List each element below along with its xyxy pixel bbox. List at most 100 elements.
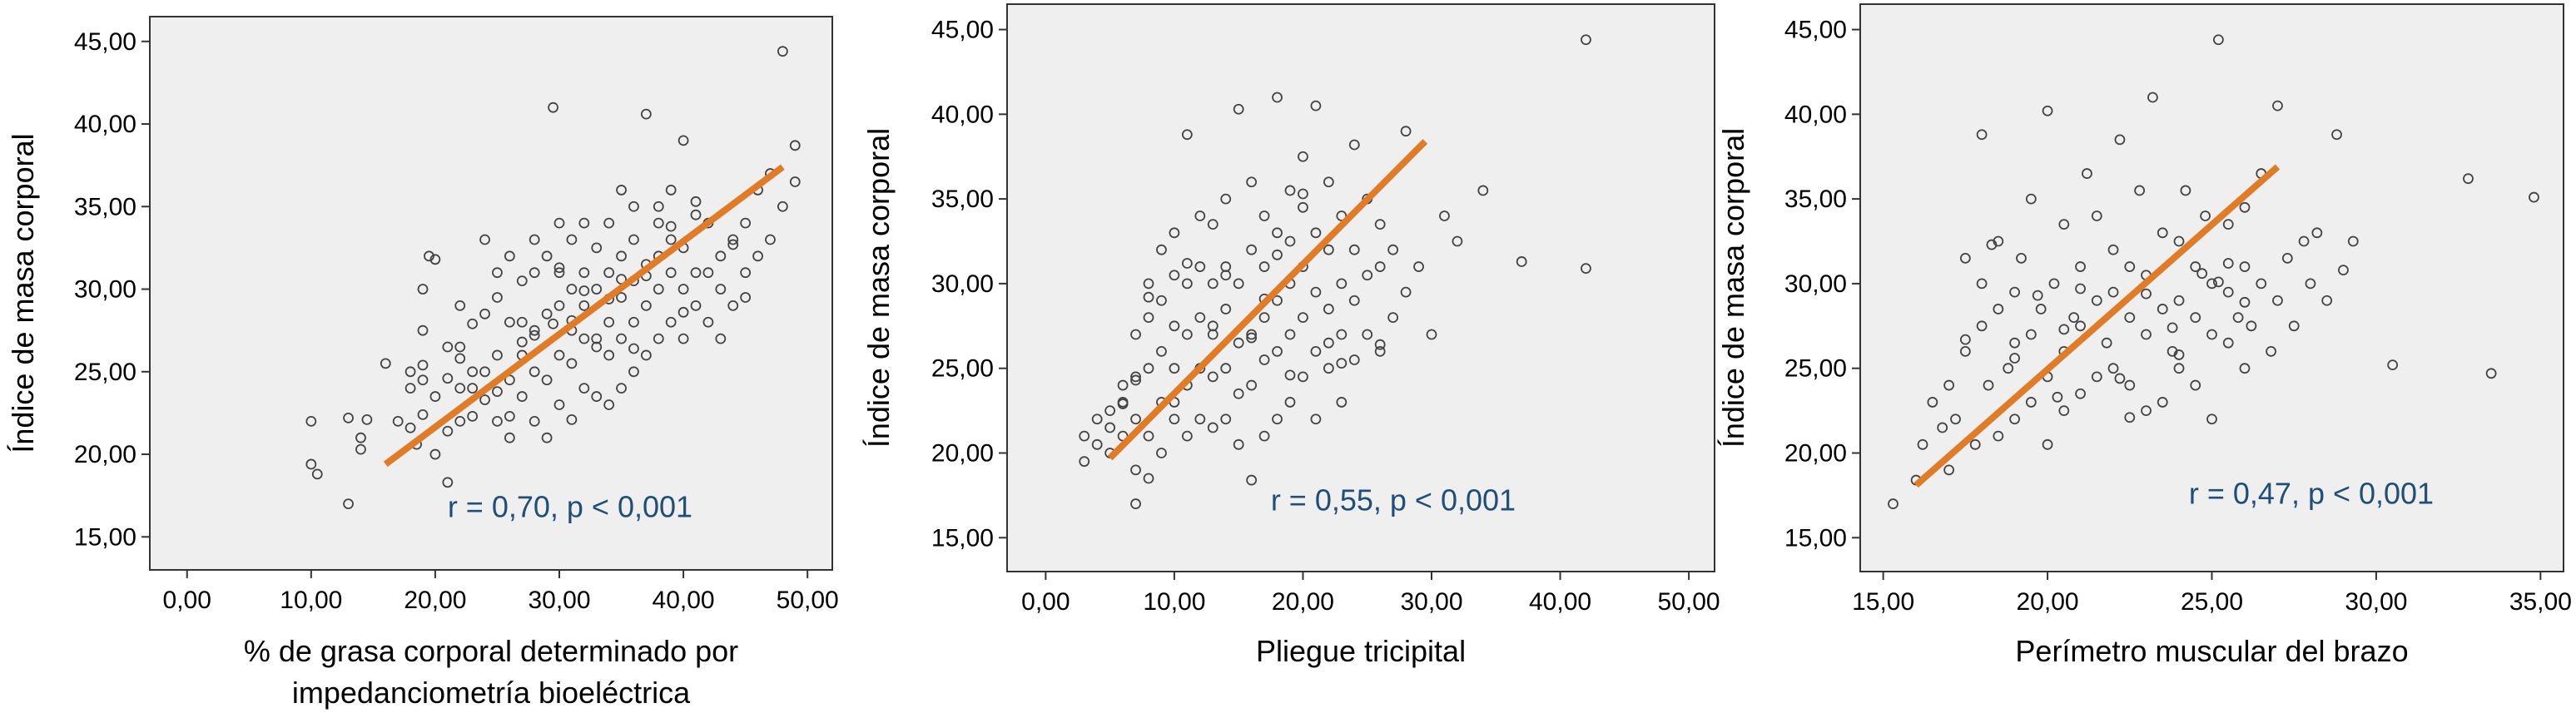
data-point <box>653 284 664 295</box>
data-point <box>2052 391 2063 403</box>
data-point <box>1426 329 1437 340</box>
data-point <box>616 250 627 262</box>
y-tick-label: 20,00 <box>931 439 994 467</box>
data-point <box>454 341 466 353</box>
data-point <box>2035 304 2047 314</box>
data-point <box>566 234 578 245</box>
data-point <box>417 374 429 386</box>
data-point <box>442 425 454 437</box>
data-point <box>429 254 441 265</box>
data-point <box>578 217 590 229</box>
y-tick-label: 25,00 <box>1784 355 1847 383</box>
data-point <box>1130 464 1141 476</box>
data-point <box>678 284 689 295</box>
data-point <box>1993 430 2004 442</box>
data-point <box>1169 320 1180 332</box>
data-point <box>442 477 454 488</box>
x-axis-label-line: impedanciometría bioeléctrica <box>292 676 691 710</box>
data-point <box>2157 227 2168 239</box>
data-point <box>2206 278 2217 290</box>
data-point <box>2190 261 2201 272</box>
data-point <box>2272 100 2283 111</box>
data-point <box>492 415 503 427</box>
data-point <box>2281 252 2293 264</box>
data-point <box>1298 151 1308 162</box>
data-point <box>1220 363 1232 374</box>
data-point <box>640 300 652 311</box>
x-tick-label: 50,00 <box>777 587 839 614</box>
data-point <box>2091 295 2102 306</box>
data-point <box>1233 278 1244 290</box>
data-point <box>678 135 689 146</box>
data-point <box>2141 329 2152 340</box>
data-point <box>442 373 454 384</box>
data-point <box>1169 413 1180 425</box>
data-point <box>454 383 466 394</box>
data-point <box>1284 369 1296 381</box>
data-point <box>777 201 788 212</box>
data-point <box>690 300 702 311</box>
data-point <box>2058 405 2070 416</box>
data-point <box>1143 363 1154 374</box>
data-point <box>616 292 627 303</box>
data-point <box>1298 312 1308 324</box>
data-point <box>1207 371 1219 383</box>
data-point <box>529 234 540 245</box>
data-point <box>1220 413 1232 425</box>
data-point <box>2212 34 2224 46</box>
data-point <box>1413 261 1424 272</box>
data-point <box>2196 268 2208 280</box>
data-point <box>2311 227 2323 239</box>
data-point <box>1323 304 1334 314</box>
data-point <box>2124 261 2136 272</box>
data-point <box>2222 286 2234 298</box>
data-point <box>541 374 553 386</box>
data-point <box>1993 304 2004 314</box>
data-point <box>355 432 366 443</box>
data-point <box>578 285 590 296</box>
correlation-annotation: r = 0,55, p < 0,001 <box>1271 483 1516 517</box>
data-point <box>1374 345 1386 357</box>
data-point <box>566 358 578 369</box>
data-point <box>578 333 590 344</box>
data-point <box>417 324 429 336</box>
data-point <box>553 262 565 274</box>
y-tick-label: 35,00 <box>931 186 994 213</box>
data-point <box>2256 278 2267 290</box>
data-point <box>2009 353 2020 364</box>
data-point <box>616 333 627 344</box>
data-point <box>1323 337 1334 349</box>
data-point <box>2239 201 2251 213</box>
data-point <box>1258 312 1270 324</box>
data-point <box>2463 173 2474 185</box>
data-point <box>665 185 677 196</box>
data-point <box>1298 201 1308 213</box>
data-point <box>2266 345 2276 357</box>
data-point <box>2082 168 2092 179</box>
y-tick-label: 35,00 <box>74 193 136 220</box>
data-point <box>628 201 639 212</box>
data-point <box>591 242 603 254</box>
data-point <box>1298 188 1308 200</box>
data-point <box>1143 430 1154 442</box>
data-point <box>727 234 739 245</box>
data-point <box>479 308 490 319</box>
data-point <box>454 353 466 364</box>
data-point <box>2107 286 2119 298</box>
data-point <box>516 336 528 348</box>
y-tick-label: 45,00 <box>74 28 136 56</box>
data-point <box>2173 235 2185 247</box>
data-point <box>2107 244 2119 255</box>
data-point <box>305 415 317 427</box>
data-point <box>1976 129 1988 141</box>
data-point <box>553 399 565 410</box>
data-point <box>417 409 429 420</box>
data-point <box>1581 263 1591 274</box>
data-point <box>1387 244 1399 255</box>
data-point <box>578 300 590 311</box>
data-point <box>678 333 689 344</box>
x-tick-label: 40,00 <box>653 587 715 614</box>
data-point <box>2485 368 2497 379</box>
data-point <box>578 267 590 279</box>
data-point <box>1959 334 1971 345</box>
